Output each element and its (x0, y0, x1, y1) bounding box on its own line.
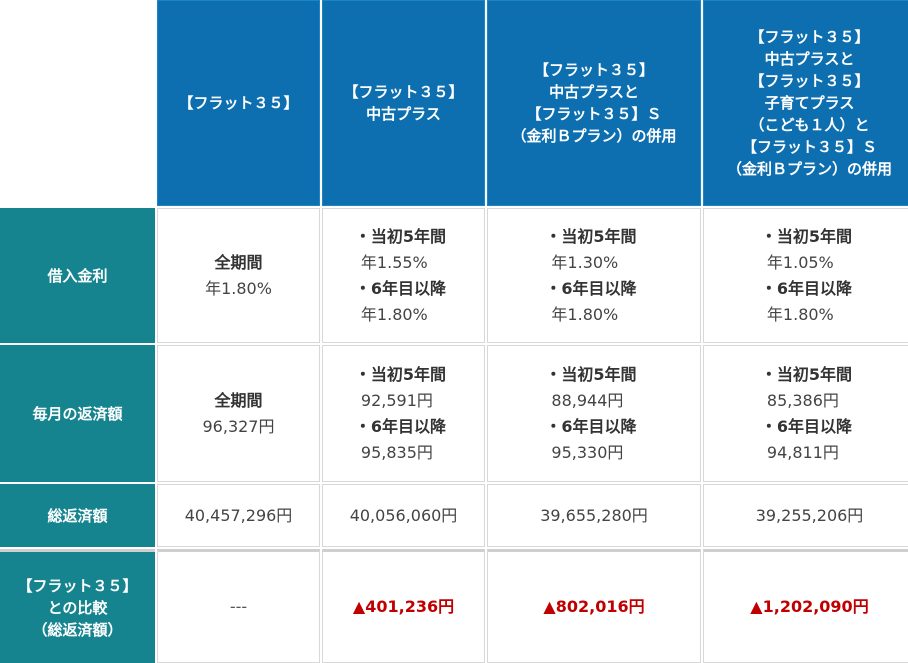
total-value: 40,457,296円 (184, 505, 293, 525)
row-label-text: との比較 (47, 598, 108, 617)
compare-cell-used-child-s: ▲1,202,090円 (703, 549, 908, 663)
row-label-monthly: 毎月の返済額 (0, 345, 155, 482)
header-flat35-used-s: 【フラット３５】 中古プラスと 【フラット３５】Ｓ （金利Ｂプラン）の併用 (487, 0, 701, 206)
term-label: ・当初5年間 (545, 364, 637, 384)
corner-cell (0, 0, 155, 206)
header-line: 中古プラスと (764, 50, 855, 68)
rate-cell-used-child-s: ・当初5年間 年1.05% ・6年目以降 年1.80% (703, 208, 908, 343)
rate-value: 年1.55% (360, 252, 428, 272)
amount-value: 95,835円 (360, 442, 433, 462)
header-line: （金利Ｂプラン）の併用 (726, 160, 892, 178)
rate-cell-flat35: 全期間 年1.80% (157, 208, 320, 343)
header-line: 子育てプラス (764, 94, 855, 112)
amount-value: 92,591円 (360, 390, 433, 410)
rate-value: 年1.80% (551, 304, 619, 324)
rate-value: 年1.30% (551, 252, 619, 272)
compare-value: ▲1,202,090円 (750, 597, 869, 616)
total-cell-used-child-s: 39,255,206円 (703, 484, 908, 547)
term-label: ・当初5年間 (760, 226, 853, 246)
row-label-text: 【フラット３５】 (17, 576, 138, 595)
header-line: 【フラット３５】 (533, 61, 654, 79)
row-label-text: （総返済額） (32, 620, 123, 639)
rate-value: 年1.80% (766, 304, 834, 324)
row-label-text: 毎月の返済額 (32, 404, 123, 423)
amount-value: 94,811円 (766, 442, 839, 462)
rate-cell-used: ・当初5年間 年1.55% ・6年目以降 年1.80% (322, 208, 485, 343)
compare-cell-used: ▲401,236円 (322, 549, 485, 663)
amount-value: 88,944円 (551, 390, 624, 410)
compare-cell-used-s: ▲802,016円 (487, 549, 701, 663)
total-value: 40,056,060円 (349, 505, 458, 525)
term-label: ・当初5年間 (354, 226, 447, 246)
header-flat35-used: 【フラット３５】 中古プラス (322, 0, 485, 206)
header-line: （金利Ｂプラン）の併用 (511, 127, 677, 145)
total-cell-used-s: 39,655,280円 (487, 484, 701, 547)
term-label: ・6年目以降 (760, 416, 853, 436)
term-label: ・6年目以降 (354, 278, 447, 298)
header-line: 【フラット３５】Ｓ (741, 138, 877, 156)
total-cell-flat35: 40,457,296円 (157, 484, 320, 547)
rate-value: 年1.80% (360, 304, 428, 324)
compare-cell-flat35: --- (157, 549, 320, 663)
total-value: 39,655,280円 (540, 505, 648, 525)
row-label-total: 総返済額 (0, 484, 155, 547)
header-line: 中古プラスと (549, 83, 639, 101)
compare-value: ▲401,236円 (352, 597, 455, 616)
rate-value: 年1.80% (205, 278, 272, 298)
amount-value: 85,386円 (766, 390, 839, 410)
header-flat35-used-child-s: 【フラット３５】 中古プラスと 【フラット３５】 子育てプラス （こども１人）と… (703, 0, 908, 206)
header-line: 【フラット３５】Ｓ (526, 105, 662, 123)
rate-cell-used-s: ・当初5年間 年1.30% ・6年目以降 年1.80% (487, 208, 701, 343)
monthly-cell-used: ・当初5年間 92,591円 ・6年目以降 95,835円 (322, 345, 485, 482)
header-line: 【フラット３５】 (749, 72, 870, 90)
compare-value: --- (229, 597, 248, 616)
row-label-text: 借入金利 (47, 266, 108, 285)
term-label: ・当初5年間 (354, 364, 447, 384)
term-label: ・6年目以降 (545, 416, 637, 436)
monthly-cell-used-s: ・当初5年間 88,944円 ・6年目以降 95,330円 (487, 345, 701, 482)
header-line: 【フラット３５】 (178, 94, 299, 112)
term-label: 全期間 (214, 390, 263, 410)
term-label: 全期間 (214, 252, 263, 272)
row-label-text: 総返済額 (47, 506, 108, 525)
amount-value: 95,330円 (551, 442, 624, 462)
row-label-rate: 借入金利 (0, 208, 155, 343)
term-label: ・当初5年間 (545, 226, 637, 246)
compare-value: ▲802,016円 (543, 597, 645, 616)
row-label-compare: 【フラット３５】 との比較 （総返済額） (0, 549, 155, 663)
header-line: 【フラット３５】 (343, 83, 464, 101)
header-flat35: 【フラット３５】 (157, 0, 320, 206)
term-label: ・6年目以降 (545, 278, 637, 298)
monthly-cell-flat35: 全期間 96,327円 (157, 345, 320, 482)
header-line: 【フラット３５】 (749, 28, 870, 46)
amount-value: 96,327円 (202, 416, 275, 436)
header-line: （こども１人）と (749, 116, 870, 134)
total-value: 39,255,206円 (755, 505, 864, 525)
term-label: ・当初5年間 (760, 364, 853, 384)
term-label: ・6年目以降 (760, 278, 853, 298)
header-line: 中古プラス (366, 105, 441, 123)
total-cell-used: 40,056,060円 (322, 484, 485, 547)
term-label: ・6年目以降 (354, 416, 447, 436)
rate-value: 年1.05% (766, 252, 834, 272)
monthly-cell-used-child-s: ・当初5年間 85,386円 ・6年目以降 94,811円 (703, 345, 908, 482)
